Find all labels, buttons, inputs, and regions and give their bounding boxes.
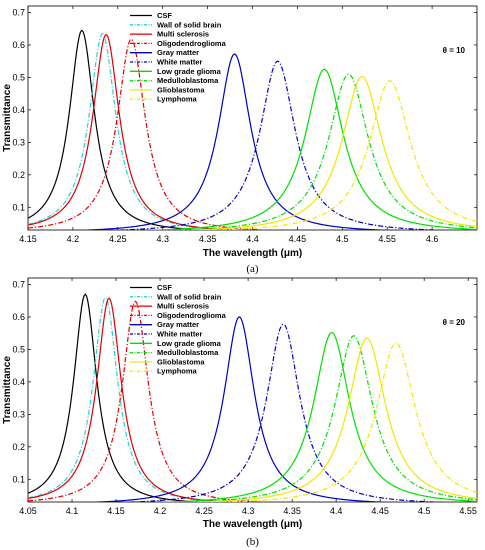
x-tick-label: 4.15 [19,234,37,244]
series-line-oligodendroglioma [28,300,274,502]
legend-entry: Multi sclerosis [157,302,209,311]
x-tick-label: 4.45 [371,506,389,516]
series-line-wall-of-solid-brain [28,296,238,502]
legend-entry: Gray matter [157,48,199,57]
legend-entry: Medulloblastoma [157,348,219,357]
y-tick-label: 0.7 [12,279,25,289]
legend-entry: Medulloblastoma [157,76,219,85]
y-axis-label: Transmittance [2,356,13,424]
x-tick-label: 4.1 [66,506,79,516]
series-line-multi-sclerosis [28,297,241,502]
series-line-low-grade-glioma [142,68,477,230]
x-tick-label: 4.05 [19,506,37,516]
x-tick-label: 4.4 [330,506,343,516]
x-tick-label: 4.45 [289,234,307,244]
series-line-low-grade-glioma [155,332,477,502]
panel-caption: (a) [246,263,259,275]
legend-entry: Multi sclerosis [157,30,209,39]
series-line-lymphoma [200,80,477,230]
x-tick-label: 4.5 [418,506,431,516]
y-tick-label: 0.3 [12,137,25,147]
x-tick-label: 4.15 [107,506,125,516]
series-line-medulloblastoma [162,73,477,230]
x-axis-label: The wavelength (μm) [203,519,302,530]
x-tick-label: 4.3 [242,506,255,516]
series-line-oligodendroglioma [28,38,277,230]
series-line-gray-matter [73,53,396,230]
y-tick-label: 0.1 [12,202,25,212]
legend-entry: Gray matter [157,320,199,329]
x-tick-label: 4.35 [283,506,301,516]
y-tick-label: 0.5 [12,72,25,82]
legend-entry: Glioblastoma [157,357,205,366]
legend-entry: Oligodendroglioma [157,39,227,48]
x-tick-label: 4.35 [199,234,217,244]
legend-entry: White matter [157,330,203,339]
series-line-white-matter [105,60,451,230]
series-line-medulloblastoma [172,335,477,502]
series-line-glioblastoma [186,337,477,502]
y-tick-label: 0.1 [12,474,25,484]
legend-entry: CSF [157,283,172,292]
y-axis-label: Transmittance [2,84,13,152]
series-line-lymphoma [211,342,477,502]
legend-entry: Lymphoma [157,95,198,104]
y-tick-label: 0.4 [12,105,25,115]
y-tick-label: 0.4 [12,377,25,387]
panel-a: 4.15 4.2 4.25 4.3 4.35 4.4 4.45 4.5 4.55 4.6 0.1 0.… [2,5,478,275]
y-tick-label: 0.5 [12,344,25,354]
x-tick-label: 4.55 [459,506,477,516]
y-tick-label: 0.3 [12,409,25,419]
legend-entry: Lymphoma [157,367,198,376]
x-axis-label: The wavelength (μm) [203,248,302,259]
x-tick-label: 4.5 [336,234,349,244]
y-tick-label: 0.7 [12,7,25,17]
series-line-csf [28,29,215,230]
x-tick-label: 4.25 [109,234,127,244]
legend-entry: White matter [157,58,203,67]
series-line-glioblastoma [177,75,477,230]
series-line-wall-of-solid-brain [28,32,243,230]
legend-entry: Low grade glioma [157,339,222,348]
series-line-csf [28,293,211,502]
angle-annotation: θ = 10 [443,46,466,55]
x-tick-label: 4.55 [378,234,396,244]
series-line-gray-matter [84,316,395,502]
panel-b: 4.05 4.1 4.15 4.2 4.25 4.3 4.35 4.4 4.45 4.5 4.55 0… [2,277,478,548]
panel-caption: (b) [246,536,259,548]
y-tick-label: 0.6 [12,312,25,322]
legend-entry: Wall of solid brain [157,20,222,29]
x-tick-label: 4.6 [426,234,439,244]
x-tick-label: 4.2 [67,234,80,244]
legend-entry: Low grade glioma [157,67,222,76]
y-tick-label: 0.2 [12,442,25,452]
series-line-multi-sclerosis [28,34,246,230]
legend-entry: Oligodendroglioma [157,311,227,320]
angle-annotation: θ = 20 [443,318,466,327]
x-tick-label: 4.2 [154,506,167,516]
series-line-white-matter [116,323,450,502]
legend-entry: Wall of solid brain [157,292,222,301]
legend-entry: Glioblastoma [157,85,205,94]
y-tick-label: 0.2 [12,170,25,180]
y-tick-label: 0.6 [12,40,25,50]
legend-entry: CSF [157,11,172,20]
x-tick-label: 4.25 [195,506,213,516]
x-tick-label: 4.3 [156,234,169,244]
x-tick-label: 4.4 [246,234,259,244]
